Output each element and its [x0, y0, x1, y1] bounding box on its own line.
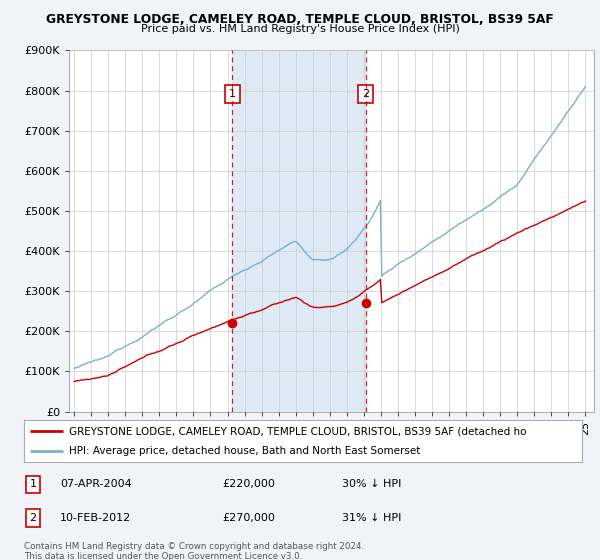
- Text: 31% ↓ HPI: 31% ↓ HPI: [342, 513, 401, 523]
- Text: 2: 2: [362, 88, 370, 99]
- Text: 30% ↓ HPI: 30% ↓ HPI: [342, 479, 401, 489]
- Text: 2: 2: [29, 513, 37, 523]
- Text: 10-FEB-2012: 10-FEB-2012: [60, 513, 131, 523]
- Text: 1: 1: [229, 88, 236, 99]
- Text: 07-APR-2004: 07-APR-2004: [60, 479, 132, 489]
- Text: Price paid vs. HM Land Registry's House Price Index (HPI): Price paid vs. HM Land Registry's House …: [140, 24, 460, 34]
- Text: GREYSTONE LODGE, CAMELEY ROAD, TEMPLE CLOUD, BRISTOL, BS39 5AF: GREYSTONE LODGE, CAMELEY ROAD, TEMPLE CL…: [46, 13, 554, 26]
- Text: £270,000: £270,000: [222, 513, 275, 523]
- Text: GREYSTONE LODGE, CAMELEY ROAD, TEMPLE CLOUD, BRISTOL, BS39 5AF (detached ho: GREYSTONE LODGE, CAMELEY ROAD, TEMPLE CL…: [68, 426, 526, 436]
- Text: HPI: Average price, detached house, Bath and North East Somerset: HPI: Average price, detached house, Bath…: [68, 446, 420, 456]
- Text: 1: 1: [29, 479, 37, 489]
- Bar: [232, 50, 366, 412]
- Text: Contains HM Land Registry data © Crown copyright and database right 2024.
This d: Contains HM Land Registry data © Crown c…: [24, 542, 364, 560]
- Text: £220,000: £220,000: [222, 479, 275, 489]
